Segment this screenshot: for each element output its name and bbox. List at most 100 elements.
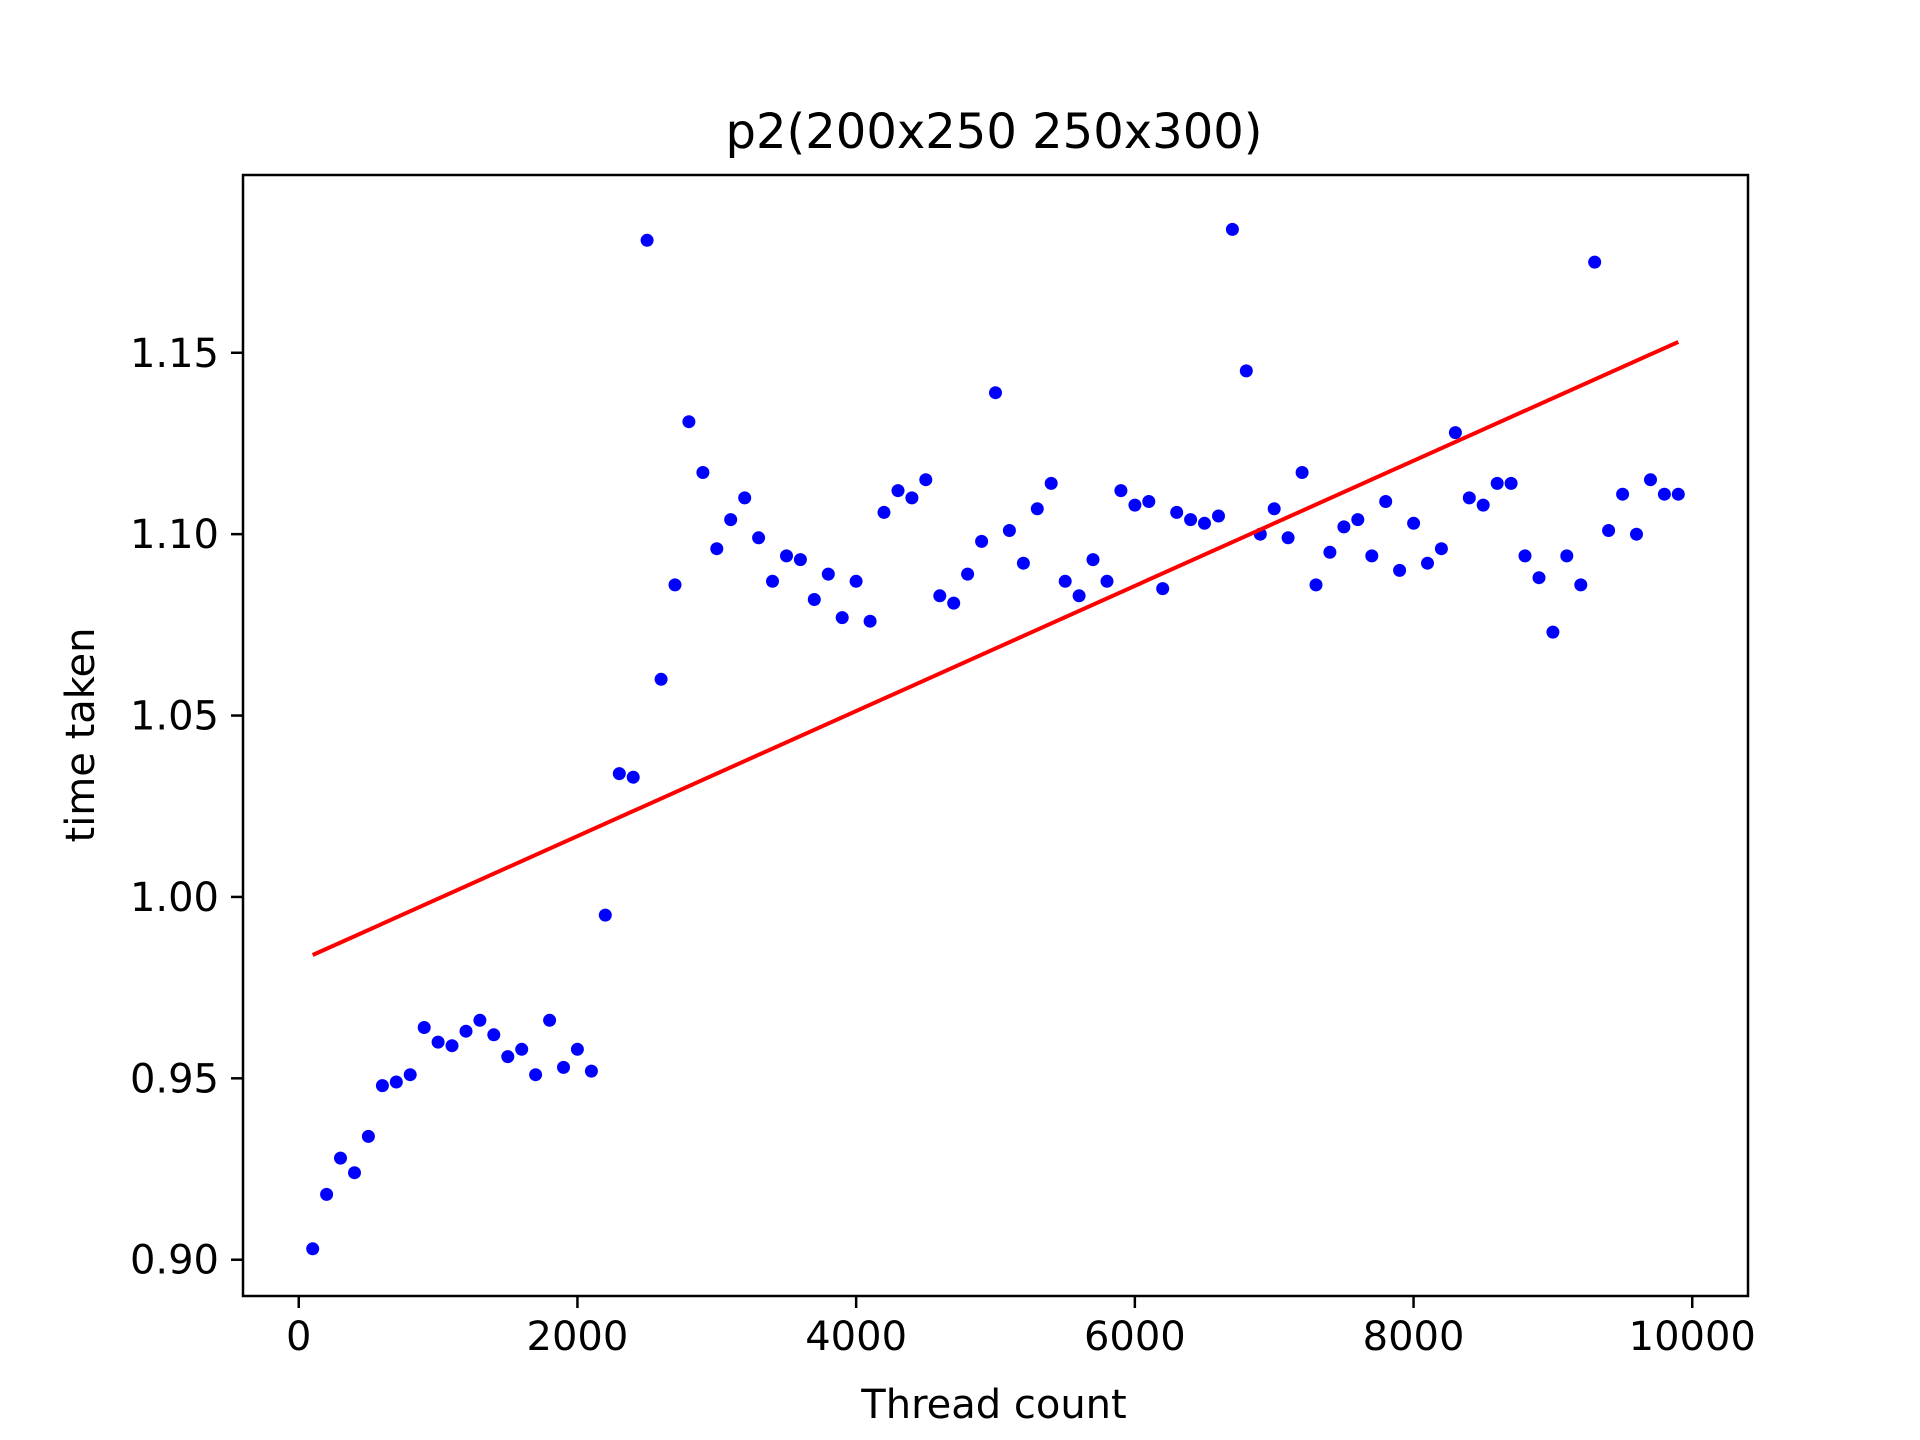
- data-point: [1184, 513, 1198, 527]
- data-point: [1030, 502, 1044, 516]
- chart-title: p2(200x250 250x300): [726, 104, 1263, 160]
- data-point: [1393, 563, 1407, 577]
- data-point: [919, 473, 933, 487]
- data-point: [1379, 495, 1393, 508]
- data-point: [501, 1050, 515, 1064]
- data-point: [849, 574, 863, 588]
- y-tick-label: 1.00: [130, 875, 219, 921]
- data-point: [1267, 502, 1281, 516]
- data-point: [1058, 574, 1072, 588]
- data-point: [1421, 556, 1434, 570]
- data-point: [1239, 364, 1253, 378]
- y-tick-label: 0.95: [130, 1056, 219, 1102]
- data-point: [696, 466, 710, 479]
- data-point: [1114, 484, 1128, 498]
- data-point: [793, 553, 807, 567]
- data-point: [570, 1042, 584, 1056]
- x-tick-label: 10000: [1629, 1314, 1756, 1360]
- data-point: [1532, 571, 1546, 585]
- data-point: [1560, 549, 1574, 563]
- data-point: [1225, 222, 1239, 236]
- data-point: [1630, 527, 1643, 541]
- data-point: [487, 1028, 501, 1042]
- data-point: [766, 574, 779, 588]
- data-point: [1044, 476, 1058, 490]
- data-point: [1086, 553, 1100, 567]
- data-point: [1504, 476, 1518, 490]
- data-point: [975, 534, 989, 548]
- x-axis-label: Thread count: [860, 1382, 1126, 1428]
- data-point: [445, 1039, 459, 1053]
- data-point: [1574, 578, 1588, 592]
- data-point: [1323, 545, 1337, 559]
- data-point: [361, 1129, 375, 1143]
- y-tick-label: 1.15: [130, 331, 219, 377]
- data-point: [752, 531, 766, 545]
- data-point: [1351, 513, 1365, 527]
- data-point: [1518, 549, 1532, 563]
- data-point: [1588, 255, 1602, 269]
- data-point: [403, 1068, 417, 1082]
- data-point: [515, 1042, 529, 1056]
- data-point: [1434, 542, 1448, 556]
- data-point: [1407, 516, 1421, 530]
- data-point: [1309, 578, 1323, 592]
- data-point: [891, 484, 905, 498]
- trend-line: [311, 340, 1680, 957]
- data-point: [584, 1064, 598, 1078]
- x-tick-label: 0: [286, 1314, 311, 1360]
- y-tick-label: 0.90: [130, 1238, 219, 1284]
- data-point: [375, 1079, 389, 1093]
- data-point: [1546, 625, 1560, 639]
- x-tick-label: 2000: [527, 1314, 629, 1360]
- data-point: [654, 672, 668, 686]
- data-point: [961, 567, 975, 581]
- data-point: [1490, 476, 1504, 490]
- plot-area: [306, 222, 1685, 1256]
- data-point: [682, 415, 696, 429]
- data-point: [473, 1013, 487, 1027]
- data-point: [738, 491, 752, 505]
- data-point: [334, 1151, 347, 1165]
- data-point: [640, 233, 654, 247]
- data-point: [835, 611, 849, 625]
- data-point: [1016, 556, 1030, 570]
- data-point: [543, 1013, 557, 1027]
- x-tick-label: 6000: [1084, 1314, 1186, 1360]
- data-point: [1448, 426, 1462, 440]
- y-axis: 0.90 0.95 1.00 1.05 1.10 1.15: [130, 331, 243, 1284]
- data-point: [1337, 520, 1351, 534]
- data-point: [529, 1068, 543, 1082]
- x-tick-label: 8000: [1363, 1314, 1465, 1360]
- data-point: [1657, 487, 1671, 501]
- data-point: [780, 549, 793, 563]
- data-point: [348, 1166, 361, 1180]
- data-point: [947, 596, 961, 610]
- x-tick-label: 4000: [805, 1314, 907, 1360]
- data-point: [320, 1187, 334, 1201]
- data-point: [1476, 498, 1490, 512]
- data-point: [389, 1075, 403, 1089]
- data-point: [557, 1060, 570, 1074]
- data-point: [1671, 487, 1685, 501]
- plot-frame: [241, 173, 1750, 1298]
- data-point: [1616, 487, 1630, 501]
- x-axis: 0 2000 4000 6000 8000 10000: [286, 1296, 1756, 1360]
- data-point: [807, 593, 821, 606]
- data-point: [1156, 582, 1170, 596]
- data-point: [459, 1024, 473, 1038]
- data-point: [626, 770, 640, 784]
- data-point: [863, 614, 877, 628]
- data-point: [1128, 498, 1142, 512]
- data-point: [989, 386, 1002, 400]
- data-point: [877, 505, 891, 519]
- data-point: [1002, 524, 1016, 537]
- data-point: [821, 567, 835, 581]
- data-point: [1281, 531, 1295, 545]
- y-tick-label: 1.05: [130, 694, 219, 740]
- y-tick-label: 1.10: [130, 512, 219, 558]
- data-point: [724, 513, 738, 527]
- data-point: [1142, 495, 1156, 508]
